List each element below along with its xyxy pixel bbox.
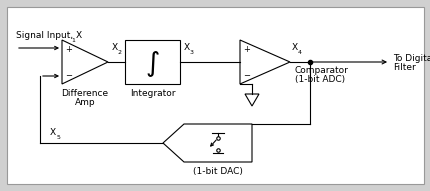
Text: Signal Input, X: Signal Input, X [16,31,82,40]
Text: $\int$: $\int$ [145,49,160,79]
Text: X: X [184,43,190,52]
Text: +: + [65,45,72,53]
Text: +: + [243,45,250,53]
Text: Amp: Amp [74,98,95,107]
Text: 4: 4 [297,50,301,55]
Text: 3: 3 [190,50,194,55]
Bar [125,40,180,84]
Text: −: − [243,71,250,80]
Text: 5: 5 [57,135,61,140]
Text: Difference: Difference [61,89,108,98]
Text: −: − [65,71,72,80]
Text: X: X [291,43,298,52]
Text: (1-bit DAC): (1-bit DAC) [193,167,243,176]
Text: 2: 2 [118,50,122,55]
Text: X: X [112,43,118,52]
Text: X: X [50,128,56,137]
Text: Filter: Filter [392,63,415,72]
Text: (1-bit ADC): (1-bit ADC) [294,75,344,84]
Text: Integrator: Integrator [129,89,175,98]
Text: 1: 1 [71,38,75,43]
Text: Comparator: Comparator [294,66,348,75]
Text: To Digital: To Digital [392,54,430,63]
